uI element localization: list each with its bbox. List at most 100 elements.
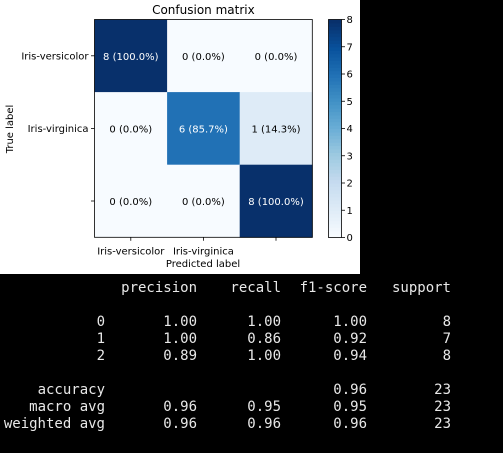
report-header-f1-score: f1-score — [299, 280, 367, 296]
colorbar-tick-label: 7 — [347, 42, 353, 53]
colorbar-segment — [328, 152, 342, 157]
colorbar-segment — [328, 84, 342, 89]
colorbar-segment — [328, 46, 342, 51]
colorbar-segment — [328, 210, 342, 215]
colorbar-segment — [328, 91, 342, 96]
colorbar-segment — [328, 148, 342, 153]
colorbar-segment — [328, 19, 342, 24]
colorbar-segment — [328, 43, 342, 48]
report-row-recall: 1.00 — [247, 348, 281, 364]
colorbar-segment — [328, 29, 342, 34]
report-summary-recall: 0.95 — [247, 399, 281, 415]
report-row-support: 8 — [442, 348, 451, 364]
colorbar-segment — [328, 172, 342, 177]
matrix-cell — [239, 92, 313, 166]
colorbar-segment — [328, 114, 342, 119]
report-row-precision: 0.89 — [163, 348, 197, 364]
colorbar-tick-label: 5 — [347, 97, 353, 108]
colorbar-segment — [328, 101, 342, 106]
colorbar-segment — [328, 145, 342, 150]
colorbar-segment — [328, 50, 342, 55]
matrix-cell — [167, 92, 241, 166]
colorbar-segment — [328, 169, 342, 174]
colorbar-segment — [328, 74, 342, 79]
report-summary-precision: 0.96 — [163, 399, 197, 415]
matrix-cell — [94, 92, 168, 166]
colorbar-tick-label: 0 — [347, 233, 353, 244]
y-tick-label: Iris-virginica — [28, 124, 89, 135]
colorbar-segment — [328, 67, 342, 72]
colorbar-segment — [328, 155, 342, 160]
report-row-f1-score: 0.94 — [333, 348, 367, 364]
x-tick-label: Iris-versicolor — [97, 246, 165, 257]
colorbar-segment — [328, 230, 342, 235]
colorbar-segment — [328, 87, 342, 92]
matrix-cell — [239, 164, 313, 238]
colorbar-tick-label: 4 — [347, 124, 353, 135]
colorbar-segment — [328, 217, 342, 222]
cell-label: 6 (85.7%) — [179, 124, 228, 135]
report-summary-support: 23 — [434, 399, 451, 415]
report-summary-support: 23 — [434, 416, 451, 432]
matrix-cell — [167, 164, 241, 238]
report-summary-f1-score: 0.96 — [333, 416, 367, 432]
matrix-cell — [94, 164, 168, 238]
report-row-label: 2 — [96, 348, 105, 364]
x-axis-label: Predicted label — [166, 259, 240, 270]
colorbar-segment — [328, 234, 342, 239]
cell-label: 8 (100.0%) — [248, 197, 304, 208]
colorbar-segment — [328, 200, 342, 205]
colorbar-segment — [328, 104, 342, 109]
report-summary-f1-score: 0.96 — [333, 382, 367, 398]
report-summary-label: accuracy — [37, 382, 105, 398]
colorbar-segment — [328, 142, 342, 147]
colorbar-segment — [328, 206, 342, 211]
cell-label: 0 (0.0%) — [255, 52, 298, 63]
colorbar-segment — [328, 193, 342, 198]
colorbar-segment — [328, 213, 342, 218]
cell-label: 8 (100.0%) — [103, 52, 159, 63]
colorbar-segment — [328, 33, 342, 38]
colorbar-segment — [328, 53, 342, 58]
colorbar-segment — [328, 56, 342, 61]
report-row-label: 1 — [96, 331, 105, 347]
colorbar-segment — [328, 118, 342, 123]
report-row-support: 7 — [442, 331, 451, 347]
report-row-precision: 1.00 — [163, 331, 197, 347]
colorbar-segment — [328, 111, 342, 116]
report-summary-recall: 0.96 — [247, 416, 281, 432]
colorbar-segment — [328, 128, 342, 133]
report-row-label: 0 — [96, 314, 105, 330]
colorbar-segment — [328, 26, 342, 31]
chart-title: Confusion matrix — [152, 3, 255, 17]
colorbar-tick-label: 6 — [347, 70, 353, 81]
matrix-cell — [94, 19, 168, 93]
report-row-f1-score: 1.00 — [333, 314, 367, 330]
colorbar-segment — [328, 165, 342, 170]
cell-label: 1 (14.3%) — [251, 124, 300, 135]
colorbar-segment — [328, 70, 342, 75]
colorbar-segment — [328, 39, 342, 44]
colorbar-segment — [328, 203, 342, 208]
cell-label: 0 (0.0%) — [182, 52, 225, 63]
cell-label: 0 (0.0%) — [182, 197, 225, 208]
matrix-cell — [167, 19, 241, 93]
report-row-recall: 0.86 — [247, 331, 281, 347]
report-row-recall: 1.00 — [247, 314, 281, 330]
colorbar-tick-label: 1 — [347, 206, 353, 217]
colorbar-segment — [328, 22, 342, 27]
confusion-matrix-figure: Confusion matrix 8 (100.0%) 0 (0.0%) 0 (0.0… — [0, 0, 360, 274]
cell-label: 0 (0.0%) — [109, 197, 152, 208]
report-summary-support: 23 — [434, 382, 451, 398]
report-row-precision: 1.00 — [163, 314, 197, 330]
colorbar-tick-label: 2 — [347, 179, 353, 190]
colorbar-tick-label: 8 — [347, 15, 353, 26]
colorbar-segment — [328, 138, 342, 143]
cell-label: 0 (0.0%) — [109, 124, 152, 135]
report-summary-f1-score: 0.95 — [333, 399, 367, 415]
colorbar-tick-label: 3 — [347, 151, 353, 162]
colorbar-segment — [328, 162, 342, 167]
report-row-support: 8 — [442, 314, 451, 330]
report-header-precision: precision — [121, 280, 197, 296]
colorbar-segment — [328, 121, 342, 126]
